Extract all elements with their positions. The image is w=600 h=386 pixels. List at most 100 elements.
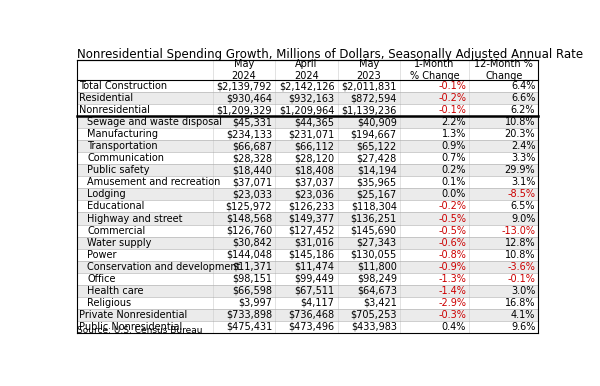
- Text: $2,011,831: $2,011,831: [341, 81, 397, 91]
- Text: 0.9%: 0.9%: [442, 141, 466, 151]
- Bar: [77, 60, 538, 80]
- Text: -0.5%: -0.5%: [438, 213, 466, 223]
- Text: $18,408: $18,408: [295, 165, 334, 175]
- Text: 10.8%: 10.8%: [505, 117, 535, 127]
- Bar: [77, 128, 538, 141]
- Text: -0.2%: -0.2%: [438, 201, 466, 212]
- Text: -1.3%: -1.3%: [438, 274, 466, 284]
- Text: 0.0%: 0.0%: [442, 190, 466, 200]
- Text: $145,690: $145,690: [350, 225, 397, 235]
- Text: May
2023: May 2023: [356, 59, 381, 81]
- Text: -3.6%: -3.6%: [508, 262, 535, 272]
- Text: April
2024: April 2024: [294, 59, 319, 81]
- Bar: [77, 152, 538, 164]
- Text: $1,209,329: $1,209,329: [217, 105, 272, 115]
- Text: 0.1%: 0.1%: [442, 178, 466, 188]
- Bar: [77, 225, 538, 237]
- Text: 3.1%: 3.1%: [511, 178, 535, 188]
- Text: 1-Month
% Change: 1-Month % Change: [410, 59, 460, 81]
- Text: $1,139,236: $1,139,236: [341, 105, 397, 115]
- Bar: [77, 141, 538, 152]
- Bar: [77, 116, 538, 128]
- Text: $18,440: $18,440: [232, 165, 272, 175]
- Text: 0.2%: 0.2%: [442, 165, 466, 175]
- Text: Source: U.S. Census Bureau: Source: U.S. Census Bureau: [77, 326, 203, 335]
- Bar: [77, 92, 538, 104]
- Text: May
2024: May 2024: [232, 59, 256, 81]
- Text: $37,037: $37,037: [294, 178, 334, 188]
- Text: 3.3%: 3.3%: [511, 153, 535, 163]
- Bar: [77, 321, 538, 333]
- Text: $11,474: $11,474: [295, 262, 334, 272]
- Text: $28,120: $28,120: [294, 153, 334, 163]
- Text: Power: Power: [88, 250, 117, 260]
- Bar: [77, 164, 538, 176]
- Bar: [77, 273, 538, 284]
- Text: $64,673: $64,673: [357, 286, 397, 296]
- Text: $127,452: $127,452: [288, 225, 334, 235]
- Bar: [77, 213, 538, 225]
- Bar: [77, 188, 538, 200]
- Text: $27,428: $27,428: [356, 153, 397, 163]
- Text: Nonresidential: Nonresidential: [79, 105, 150, 115]
- Text: $37,071: $37,071: [232, 178, 272, 188]
- Text: Office: Office: [88, 274, 116, 284]
- Text: $473,496: $473,496: [288, 322, 334, 332]
- Text: Sewage and waste disposal: Sewage and waste disposal: [88, 117, 223, 127]
- Text: 0.4%: 0.4%: [442, 322, 466, 332]
- Text: Total Construction: Total Construction: [79, 81, 167, 91]
- Text: $475,431: $475,431: [226, 322, 272, 332]
- Text: 10.8%: 10.8%: [505, 250, 535, 260]
- Text: $14,194: $14,194: [357, 165, 397, 175]
- Text: $23,033: $23,033: [232, 190, 272, 200]
- Text: 6.2%: 6.2%: [511, 105, 535, 115]
- Text: 2.2%: 2.2%: [442, 117, 466, 127]
- Text: 0.7%: 0.7%: [442, 153, 466, 163]
- Text: -0.1%: -0.1%: [508, 274, 535, 284]
- Text: $148,568: $148,568: [226, 213, 272, 223]
- Text: $3,997: $3,997: [238, 298, 272, 308]
- Bar: [77, 284, 538, 297]
- Text: $234,133: $234,133: [226, 129, 272, 139]
- Text: $66,112: $66,112: [295, 141, 334, 151]
- Text: -2.9%: -2.9%: [438, 298, 466, 308]
- Text: Public Nonresidential: Public Nonresidential: [79, 322, 182, 332]
- Text: $66,598: $66,598: [232, 286, 272, 296]
- Text: $736,468: $736,468: [288, 310, 334, 320]
- Bar: [77, 309, 538, 321]
- Text: 12-Month %
Change: 12-Month % Change: [475, 59, 533, 81]
- Text: $2,142,126: $2,142,126: [279, 81, 334, 91]
- Text: Nonresidential Spending Growth, Millions of Dollars, Seasonally Adjusted Annual : Nonresidential Spending Growth, Millions…: [77, 48, 583, 61]
- Text: Manufacturing: Manufacturing: [88, 129, 158, 139]
- Text: -0.3%: -0.3%: [438, 310, 466, 320]
- Text: 6.6%: 6.6%: [511, 93, 535, 103]
- Text: Commercial: Commercial: [88, 225, 146, 235]
- Text: Highway and street: Highway and street: [88, 213, 183, 223]
- Text: $1,209,964: $1,209,964: [279, 105, 334, 115]
- Bar: [77, 176, 538, 188]
- Text: -1.4%: -1.4%: [438, 286, 466, 296]
- Text: $126,760: $126,760: [226, 225, 272, 235]
- Text: $31,016: $31,016: [295, 237, 334, 247]
- Text: $44,365: $44,365: [295, 117, 334, 127]
- Text: -0.9%: -0.9%: [438, 262, 466, 272]
- Text: -0.2%: -0.2%: [438, 93, 466, 103]
- Text: Lodging: Lodging: [88, 190, 126, 200]
- Text: $3,421: $3,421: [363, 298, 397, 308]
- Text: $40,909: $40,909: [357, 117, 397, 127]
- Text: -0.1%: -0.1%: [438, 105, 466, 115]
- Text: $118,304: $118,304: [351, 201, 397, 212]
- Text: Residential: Residential: [79, 93, 133, 103]
- Text: Public safety: Public safety: [88, 165, 150, 175]
- Bar: [77, 80, 538, 92]
- Text: $145,186: $145,186: [288, 250, 334, 260]
- Bar: [77, 104, 538, 116]
- Text: $126,233: $126,233: [288, 201, 334, 212]
- Text: 9.6%: 9.6%: [511, 322, 535, 332]
- Text: 12.8%: 12.8%: [505, 237, 535, 247]
- Text: $144,048: $144,048: [226, 250, 272, 260]
- Text: $733,898: $733,898: [226, 310, 272, 320]
- Text: Conservation and development: Conservation and development: [88, 262, 241, 272]
- Text: -13.0%: -13.0%: [502, 225, 535, 235]
- Bar: [77, 297, 538, 309]
